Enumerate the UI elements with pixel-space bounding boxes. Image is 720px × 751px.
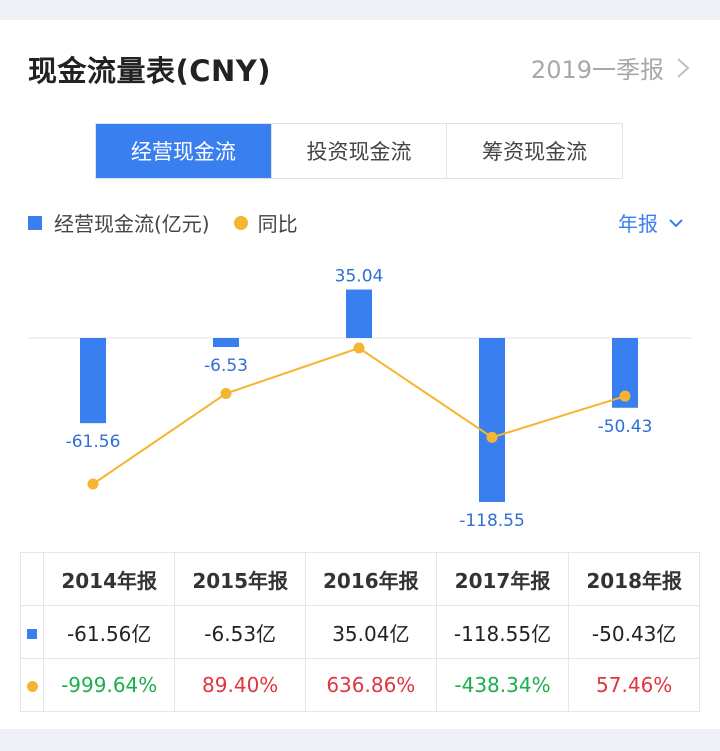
bar (80, 338, 106, 424)
chevron-right-icon (677, 57, 690, 78)
cash-flow-card: 现金流量表(CNY) 2019一季报 经营现金流 投资现金流 筹资现金流 经营现… (0, 20, 720, 729)
yoy-row-key (20, 658, 44, 712)
table-header-cell: 2015年报 (174, 552, 306, 606)
table-header-row: 2014年报 2015年报 2016年报 2017年报 2018年报 (20, 552, 700, 606)
period-type-label: 年报 (618, 212, 658, 236)
table-row-yoy: -999.64% 89.40% 636.86% -438.34% 57.46% (20, 658, 700, 712)
table-cell: 35.04亿 (305, 605, 437, 659)
table-header-cell: 2014年报 (42, 552, 176, 606)
bar-value-label: -50.43 (598, 417, 653, 437)
bar-value-label: -118.55 (459, 511, 525, 531)
data-table: 2014年报 2015年报 2016年报 2017年报 2018年报 -61.5… (20, 552, 700, 712)
tab-investing-cash-flow[interactable]: 投资现金流 (270, 124, 447, 178)
tab-operating-cash-flow[interactable]: 经营现金流 (96, 124, 271, 178)
legend-line-swatch (233, 215, 248, 230)
yoy-point (353, 342, 365, 354)
table-cell: 89.40% (174, 658, 306, 712)
cash-flow-chart: -61.56 -6.53 35.04 -118.55 -50.43 (28, 267, 692, 531)
tab-financing-cash-flow[interactable]: 筹资现金流 (446, 124, 623, 178)
table-header-cell: 2018年报 (568, 552, 700, 606)
legend-line-label: 同比 (257, 212, 298, 236)
tab-bar: 经营现金流 投资现金流 筹资现金流 (95, 123, 623, 179)
period-type-dropdown[interactable]: 年报 (618, 208, 684, 237)
chevron-down-icon (669, 218, 683, 227)
yoy-point (619, 390, 631, 402)
page-title: 现金流量表(CNY) (28, 54, 272, 88)
yoy-point (486, 431, 498, 443)
table-cell: 636.86% (305, 658, 437, 712)
table-cell: -61.56亿 (42, 605, 176, 659)
table-cell: -50.43亿 (568, 605, 700, 659)
legend-bar-swatch (28, 215, 42, 230)
report-period-label: 2019一季报 (530, 56, 664, 84)
table-row-cash-flow: -61.56亿 -6.53亿 35.04亿 -118.55亿 -50.43亿 (20, 605, 700, 659)
bar-value-label: 35.04 (335, 267, 384, 287)
bar-key-square (27, 629, 37, 639)
chart-legend: 经营现金流(亿元) 同比 (28, 208, 298, 237)
bar-value-label: -61.56 (66, 432, 121, 452)
yoy-point (220, 387, 232, 399)
table-header-cell: 2016年报 (305, 552, 437, 606)
table-cell: 57.46% (568, 658, 700, 712)
table-corner-cell (20, 552, 44, 606)
table-header-cell: 2017年报 (435, 552, 570, 606)
cash-flow-row-key (20, 605, 44, 659)
legend-bar-label: 经营现金流(亿元) (54, 212, 210, 236)
bar (213, 338, 239, 348)
table-cell: -118.55亿 (435, 605, 570, 659)
bar (346, 289, 372, 338)
yoy-point (87, 478, 99, 490)
bar (479, 338, 505, 502)
table-cell: -6.53亿 (174, 605, 306, 659)
table-cell: -999.64% (42, 658, 176, 712)
report-period-link[interactable]: 2019一季报 (531, 50, 690, 85)
line-key-dot (26, 681, 38, 692)
yoy-line (92, 346, 626, 485)
table-cell: -438.34% (435, 658, 570, 712)
bar-value-label: -6.53 (204, 356, 248, 376)
